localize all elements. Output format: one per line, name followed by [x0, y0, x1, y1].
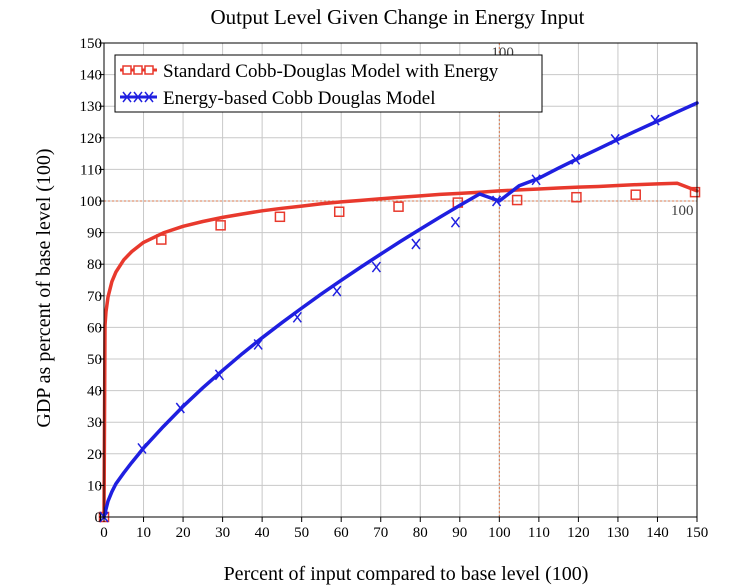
legend-marker — [144, 91, 154, 103]
series-marker — [156, 234, 167, 245]
reference-label-y: 100 — [671, 203, 694, 219]
y-tick-label: 0 — [95, 510, 103, 526]
legend-marker — [144, 65, 154, 75]
x-tick-label: 10 — [136, 525, 151, 541]
y-tick-label: 20 — [87, 447, 102, 463]
x-tick-label: 40 — [255, 525, 270, 541]
plot-border — [103, 42, 698, 518]
series-marker — [411, 238, 421, 250]
x-tick-label: 110 — [528, 525, 550, 541]
tick-labels: 0 10 20 30 40 50 60 70 80 90 100 110 120 130 140 150010… — [80, 36, 709, 541]
legend-item: Standard Cobb-Douglas Model with Energy — [120, 61, 499, 82]
series-standard-cobb-douglas — [98, 181, 701, 523]
x-tick-label: 30 — [215, 525, 230, 541]
series-marker — [137, 442, 147, 454]
y-tick-label: 120 — [80, 131, 103, 147]
legend-item: Energy-based Cobb Douglas Model — [120, 88, 435, 109]
legend-label: Energy-based Cobb Douglas Model — [163, 88, 435, 109]
chart-title: Output Level Given Change in Energy Inpu… — [210, 5, 585, 29]
y-tick-label: 80 — [87, 257, 102, 273]
legend-marker — [122, 65, 132, 75]
series-line — [102, 101, 699, 519]
x-tick-label: 50 — [294, 525, 309, 541]
y-tick-label: 140 — [80, 68, 103, 84]
legend: Standard Cobb-Douglas Model with Energy E… — [114, 54, 543, 113]
x-tick-label: 90 — [452, 525, 467, 541]
series-marker — [215, 220, 226, 231]
x-tick-label: 100 — [488, 525, 511, 541]
legend-marker — [133, 65, 143, 75]
y-tick-label: 130 — [80, 99, 103, 115]
series-marker — [571, 191, 582, 203]
grid-layer — [104, 43, 697, 517]
series-marker — [511, 194, 523, 206]
series-layer — [98, 101, 701, 523]
series-energy-based-cobb-douglas — [99, 101, 699, 523]
series-line — [102, 181, 699, 519]
legend-label: Standard Cobb-Douglas Model with Energy — [163, 61, 499, 82]
series-marker — [491, 195, 502, 207]
x-tick-label: 60 — [334, 525, 349, 541]
legend-marker — [122, 91, 132, 103]
y-tick-label: 30 — [87, 415, 102, 431]
y-tick-label: 40 — [87, 384, 102, 400]
series-marker — [450, 216, 461, 228]
y-tick-label: 110 — [80, 162, 102, 178]
series-marker — [610, 133, 620, 145]
plot-frame — [103, 42, 698, 518]
series-marker — [292, 311, 302, 323]
x-tick-label: 20 — [176, 525, 191, 541]
x-tick-label: 80 — [413, 525, 428, 541]
y-tick-label: 90 — [87, 226, 102, 242]
series-marker — [371, 261, 381, 273]
y-tick-label: 50 — [87, 352, 102, 368]
y-tick-label: 10 — [87, 478, 102, 494]
y-tick-label: 100 — [80, 194, 103, 210]
series-marker — [531, 174, 541, 186]
x-tick-label: 130 — [607, 525, 630, 541]
series-marker — [175, 402, 185, 414]
y-tick-label: 150 — [80, 36, 103, 52]
x-tick-label: 70 — [373, 525, 388, 541]
y-tick-label: 60 — [87, 320, 102, 336]
series-marker — [571, 153, 581, 165]
series-marker — [689, 186, 701, 198]
legend-marker — [133, 91, 143, 103]
series-marker — [332, 285, 342, 297]
x-tick-label: 120 — [567, 525, 590, 541]
series-marker — [393, 201, 404, 212]
series-marker — [253, 338, 263, 350]
chart-root: Output Level Given Change in Energy Inpu… — [33, 5, 709, 585]
series-marker — [650, 114, 660, 126]
y-tick-label: 70 — [87, 289, 102, 305]
x-tick-label: 0 — [100, 525, 108, 541]
x-tick-label: 150 — [686, 525, 709, 541]
series-marker — [630, 189, 641, 200]
series-marker — [333, 206, 345, 217]
series-marker — [214, 369, 225, 381]
x-tick-label: 140 — [646, 525, 669, 541]
series-marker — [274, 211, 286, 223]
legend-box — [114, 54, 543, 113]
